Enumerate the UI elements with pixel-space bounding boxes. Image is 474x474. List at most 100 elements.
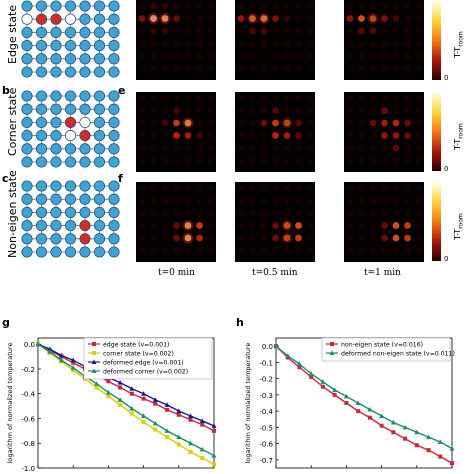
- lattice-node: [108, 193, 120, 205]
- heat-spot: [272, 209, 279, 217]
- heatmap-noneigen-t1: [344, 182, 424, 262]
- heat-spot: [260, 40, 268, 47]
- heat-spot: [381, 234, 388, 242]
- heat-spot: [381, 119, 388, 127]
- lattice-node: [108, 220, 120, 232]
- heat-spot: [404, 15, 411, 22]
- heat-spot: [207, 65, 215, 72]
- heat-spot: [150, 65, 157, 72]
- heat-spot: [358, 52, 365, 60]
- heat-spot: [283, 157, 291, 164]
- heat-spot: [150, 144, 157, 152]
- lattice-node: [108, 156, 120, 168]
- lattice-node: [50, 246, 62, 258]
- lattice-node: [50, 40, 62, 52]
- lattice-node: [64, 206, 77, 218]
- heat-spot: [150, 222, 157, 229]
- lattice-node: [35, 246, 48, 258]
- heat-spot: [369, 52, 377, 60]
- lattice-node: [50, 0, 62, 12]
- heat-spot: [196, 52, 203, 60]
- lattice-node: [79, 26, 91, 38]
- data-point: [391, 430, 396, 435]
- heat-spot: [249, 197, 256, 204]
- lattice-node: [79, 0, 91, 12]
- data-point: [332, 387, 338, 392]
- heat-spot: [358, 184, 365, 192]
- series-line: [37, 343, 215, 457]
- heat-spot: [237, 27, 245, 35]
- heat-spot: [392, 15, 400, 22]
- heat-spot: [404, 132, 411, 139]
- heat-spot: [369, 119, 377, 127]
- heat-spot: [306, 52, 314, 60]
- lattice-node: [35, 220, 48, 232]
- heat-spot: [381, 144, 388, 152]
- data-point: [296, 361, 302, 366]
- heat-spot: [358, 209, 365, 217]
- heat-spot: [392, 132, 400, 139]
- heat-spot: [173, 132, 180, 139]
- heat-spot: [358, 65, 365, 72]
- heat-spot: [196, 27, 203, 35]
- y-tick-label: -0.4: [21, 391, 35, 399]
- heat-spot: [138, 2, 146, 10]
- heat-spot: [404, 247, 411, 254]
- lattice-node: [79, 130, 91, 142]
- lattice-node: [35, 206, 48, 218]
- heat-spot: [138, 65, 146, 72]
- heat-spot: [415, 132, 423, 139]
- heatmap-corner-t05: [235, 92, 315, 172]
- lattice-node: [64, 13, 77, 25]
- data-point: [176, 408, 182, 414]
- heat-spot: [272, 119, 279, 127]
- lattice-node: [79, 66, 91, 78]
- time-label-05: t=0.5 min: [252, 268, 298, 278]
- lattice-node: [50, 53, 62, 65]
- data-point: [379, 423, 384, 428]
- lattice-node: [64, 180, 77, 192]
- heat-spot: [150, 197, 157, 204]
- heat-spot: [415, 40, 423, 47]
- heat-spot: [207, 197, 215, 204]
- heat-spot: [381, 65, 388, 72]
- lattice-noneigen: [21, 180, 120, 258]
- heat-spot: [404, 209, 411, 217]
- heat-spot: [392, 234, 400, 242]
- y-tick-label: -0.1: [259, 359, 273, 367]
- lattice-node: [35, 90, 48, 102]
- heat-spot: [272, 184, 279, 192]
- heat-spot: [138, 119, 146, 127]
- heat-spot: [415, 15, 423, 22]
- lattice-node: [64, 66, 77, 78]
- lattice-node: [108, 206, 120, 218]
- lattice-node: [50, 116, 62, 128]
- heat-spot: [392, 40, 400, 47]
- heat-spot: [196, 157, 203, 164]
- heat-spot: [138, 247, 146, 254]
- heat-spot: [237, 52, 245, 60]
- lattice-node: [35, 180, 48, 192]
- lattice-node: [108, 103, 120, 115]
- heat-spot: [392, 222, 400, 229]
- heat-spot: [207, 15, 215, 22]
- heat-spot: [138, 52, 146, 60]
- data-point: [344, 401, 349, 405]
- data-point: [390, 419, 396, 425]
- heat-spot: [346, 247, 354, 254]
- heat-spot: [249, 40, 256, 47]
- heat-spot: [237, 119, 245, 127]
- heat-spot: [369, 132, 377, 139]
- heat-spot: [173, 2, 180, 10]
- lattice-node: [79, 90, 91, 102]
- y-tick-label: -0.6: [21, 415, 35, 423]
- legend-entry: deformed non-eigen state (v=0.011): [341, 351, 455, 358]
- heat-spot: [207, 27, 215, 35]
- lattice-node: [64, 103, 77, 115]
- heat-spot: [237, 157, 245, 164]
- y-axis-label: logarithm of normalized temperature: [6, 343, 14, 464]
- heat-spot: [283, 15, 291, 22]
- data-point: [211, 423, 217, 428]
- heat-spot: [138, 184, 146, 192]
- data-point: [273, 343, 279, 349]
